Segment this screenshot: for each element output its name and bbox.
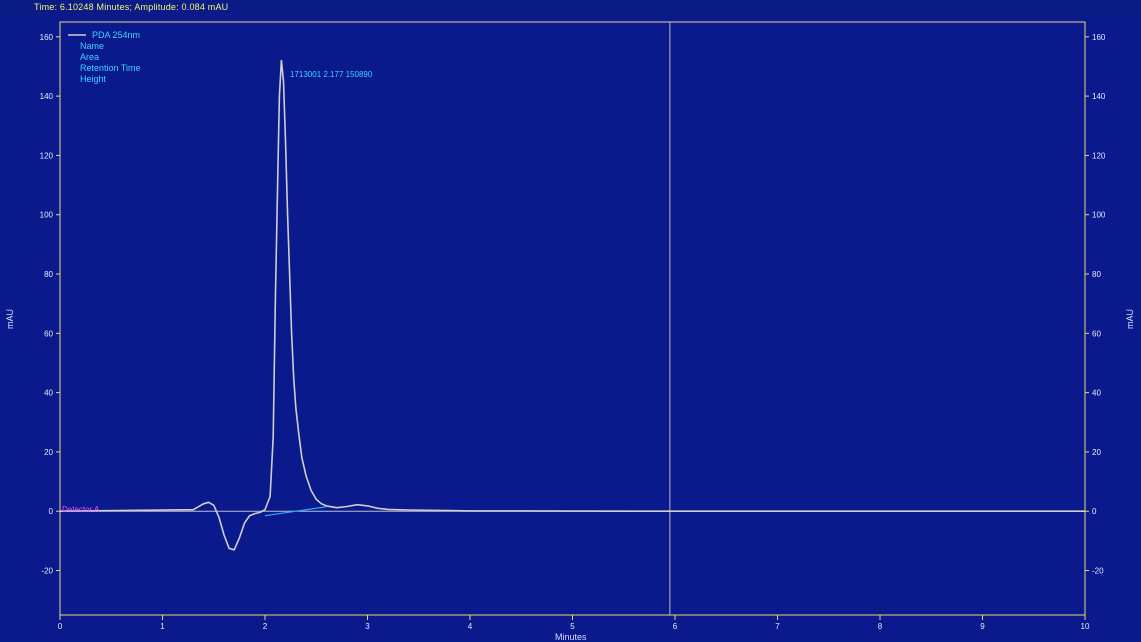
x-tick-label: 10 [1081,622,1090,631]
x-tick-label: 7 [775,622,780,631]
y-tick-label-left: 100 [40,211,54,220]
legend-field: Height [80,74,107,84]
peak-annotation: 1713001 2.177 150890 [290,70,373,79]
x-tick-label: 0 [58,622,63,631]
y-tick-label-right: 100 [1092,211,1106,220]
y-axis-unit-left: mAU [5,309,15,329]
y-tick-label-left: 120 [40,151,54,160]
x-tick-label: 1 [160,622,165,631]
x-tick-label: 5 [570,622,575,631]
status-readout: Time: 6.10248 Minutes; Amplitude: 0.084 … [34,2,229,12]
detector-tag: Detector A [62,505,100,514]
x-tick-label: 6 [673,622,678,631]
y-tick-label-right: 80 [1092,270,1101,279]
y-axis-unit-right: mAU [1125,309,1135,329]
y-tick-label-right: 140 [1092,92,1106,101]
y-tick-label-left: 140 [40,92,54,101]
x-tick-label: 3 [365,622,370,631]
legend-field: Area [80,52,99,62]
x-tick-label: 4 [468,622,473,631]
legend-trace-name: PDA 254nm [92,30,140,40]
y-tick-label-right: 0 [1092,507,1097,516]
y-tick-label-right: 20 [1092,448,1101,457]
y-tick-label-left: 0 [49,507,54,516]
y-tick-label-left: -20 [41,567,53,576]
y-tick-label-left: 60 [44,329,53,338]
plot-axes [59,21,1086,616]
y-tick-label-right: 60 [1092,329,1101,338]
y-tick-label-right: 40 [1092,389,1101,398]
x-axis-title: Minutes [555,632,587,642]
series-line-baseline-fit [264,506,327,517]
y-tick-label-left: 20 [44,448,53,457]
x-tick-label: 8 [878,622,883,631]
x-tick-label: 2 [263,622,268,631]
legend-field: Name [80,41,104,51]
y-tick-label-right: -20 [1092,567,1104,576]
status-bar: Time: 6.10248 Minutes; Amplitude: 0.084 … [0,0,1141,14]
y-tick-label-left: 80 [44,270,53,279]
y-tick-label-right: 120 [1092,151,1106,160]
legend-field: Retention Time [80,63,141,73]
series-line-pda [59,59,1085,551]
y-tick-label-left: 40 [44,389,53,398]
y-tick-label-right: 160 [1092,33,1106,42]
series-layer [59,59,1085,551]
x-tick-label: 9 [980,622,985,631]
plot-frame [59,21,1086,616]
y-tick-label-left: 160 [40,33,54,42]
